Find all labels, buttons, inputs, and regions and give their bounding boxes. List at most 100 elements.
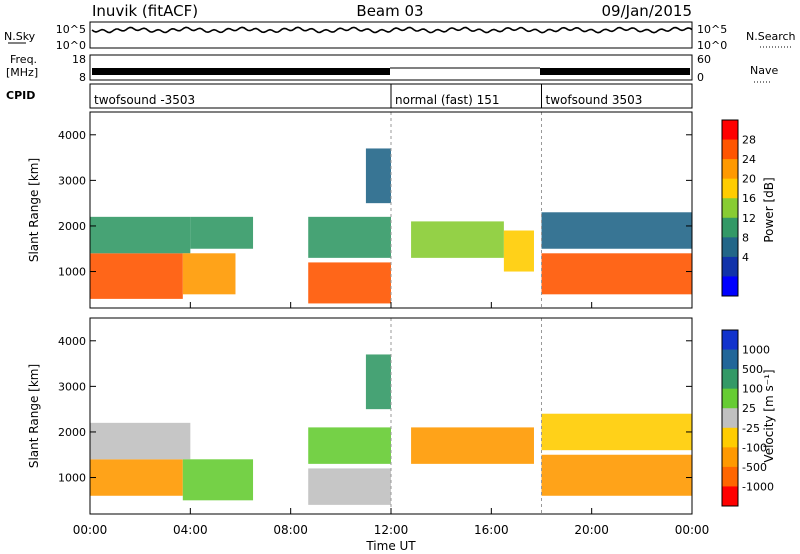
cpid-segment-label: twofsound -3503 [94,93,195,107]
x-tick-label: 16:00 [474,523,509,537]
freq-label-1: Freq. [10,53,37,66]
nsky-panel [89,21,693,49]
heatmap-cell [90,459,183,496]
colorbar-tick-label: 16 [742,192,756,205]
cpid-label: CPID [6,89,35,102]
beam-title: Beam 03 [356,2,423,20]
colorbar-tick-label: -500 [742,461,767,474]
freq-label-2: [MHz] [6,66,38,79]
heatmap-cell [90,253,183,299]
heatmap-cell [190,216,254,249]
time-x-ticks: 00:00 04:00 08:00 12:00 16:00 20:00 00:00 [73,302,710,537]
colorbar-swatch [722,349,738,370]
y-tick-label: 1000 [58,472,86,485]
nsky-tick-bottom: 10^0 [56,39,86,52]
cpid-segment-label: twofsound 3503 [546,93,643,107]
velocity-colorbar-title: Velocity [m s⁻¹] [762,369,776,462]
velocity-ylabel: Slant Range [km] [27,364,41,468]
power-colorbar-title: Power [dB] [762,177,776,242]
heatmap-cell [308,468,391,505]
heatmap-cell [308,262,391,304]
heatmap-cell [541,253,692,295]
colorbar-frame [721,329,739,507]
colorbar-swatch [722,178,738,199]
colorbar-tick-label: 4 [742,251,749,264]
freq-tick-top: 18 [72,53,86,66]
heatmap-cell [308,216,391,258]
colorbar-swatch [722,408,738,429]
velocity-colorbar: 1000 500 100 25 -25 -100 -500 -1000 [721,329,774,507]
heatmap-cell [308,427,391,464]
heatmap-cell [182,253,236,295]
nsky-trace [91,26,693,34]
colorbar-swatch [722,256,738,277]
freq-panel [89,54,693,81]
x-tick-label: 00:00 [675,523,710,537]
heatmap-cell [411,221,504,258]
heatmap-cell [541,212,692,249]
x-tick-label: 20:00 [574,523,609,537]
heatmap-cell [541,413,692,451]
colorbar-swatch [722,466,738,487]
power-colorbar: 28 24 20 16 12 8 4 [721,119,756,297]
heatmap-cell [182,459,254,501]
colorbar-tick-label: 1000 [742,344,770,357]
nsky-tick-top-right: 10^5 [697,23,727,36]
colorbar-swatch [722,237,738,258]
heatmap-cell [365,148,391,204]
power-ylabel: Slant Range [km] [27,158,41,262]
colorbar-swatch [722,447,738,468]
x-tick-label: 08:00 [273,523,308,537]
colorbar-tick-label: -100 [742,441,767,454]
y-tick-label: 2000 [58,426,86,439]
heatmap-cell [411,427,534,464]
nsky-tick-top: 10^5 [56,23,86,36]
nave-tick-top: 60 [697,53,711,66]
cpid-segment-label: normal (fast) 151 [395,93,499,107]
x-tick-label: 04:00 [173,523,208,537]
station-title: Inuvik (fitACF) [92,2,198,20]
nave-tick-bottom: 0 [697,71,704,84]
y-tick-label: 1000 [58,266,86,279]
date-title: 09/Jan/2015 [602,2,693,20]
freq-band-2 [540,68,690,75]
colorbar-swatch [722,120,738,141]
freq-band-1 [92,68,390,75]
colorbar-swatch [722,330,738,351]
colorbar-tick-label: 100 [742,383,763,396]
nsearch-label: N.Search [746,30,796,43]
heatmap-cell [503,230,534,272]
colorbar-swatch [722,217,738,238]
freq-tick-bottom: 8 [79,71,86,84]
y-tick-label: 4000 [58,129,86,142]
colorbar-swatch [722,198,738,219]
velocity-y-ticks: 1000 2000 3000 4000 [58,335,692,485]
colorbar-tick-label: 12 [742,212,756,225]
colorbar-tick-label: 24 [742,153,756,166]
y-tick-label: 3000 [58,380,86,393]
heatmap-cell [541,454,692,496]
cpid-segments: twofsound -3503 normal (fast) 151 twofsoun… [94,84,642,108]
velocity-heatmap [90,318,692,514]
nave-label: Nave [750,64,778,77]
nsky-tick-bottom-right: 10^0 [697,39,727,52]
time-xlabel: Time UT [365,539,416,553]
colorbar-frame [721,119,739,297]
colorbar-swatch [722,427,738,448]
colorbar-tick-label: 25 [742,402,756,415]
colorbar-swatch [722,159,738,180]
colorbar-tick-label: -25 [742,422,760,435]
colorbar-tick-label: -1000 [742,480,774,493]
colorbar-swatch [722,369,738,390]
nsky-label: N.Sky [4,30,36,43]
colorbar-swatch [722,486,738,507]
y-tick-label: 3000 [58,174,86,187]
colorbar-tick-label: 500 [742,363,763,376]
colorbar-swatch [722,139,738,160]
y-tick-label: 4000 [58,335,86,348]
power-y-ticks: 1000 2000 3000 4000 [58,129,692,279]
y-tick-label: 2000 [58,220,86,233]
colorbar-swatch [722,388,738,409]
heatmap-cell [365,354,391,410]
